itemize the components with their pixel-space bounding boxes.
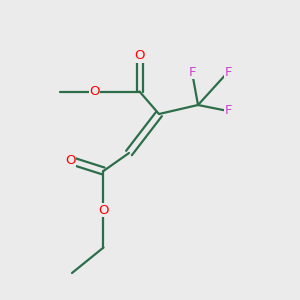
Text: O: O [65, 154, 76, 167]
Text: F: F [224, 65, 232, 79]
Text: O: O [98, 203, 109, 217]
Text: O: O [89, 85, 100, 98]
Text: O: O [134, 49, 145, 62]
Text: F: F [188, 65, 196, 79]
Text: F: F [224, 104, 232, 118]
